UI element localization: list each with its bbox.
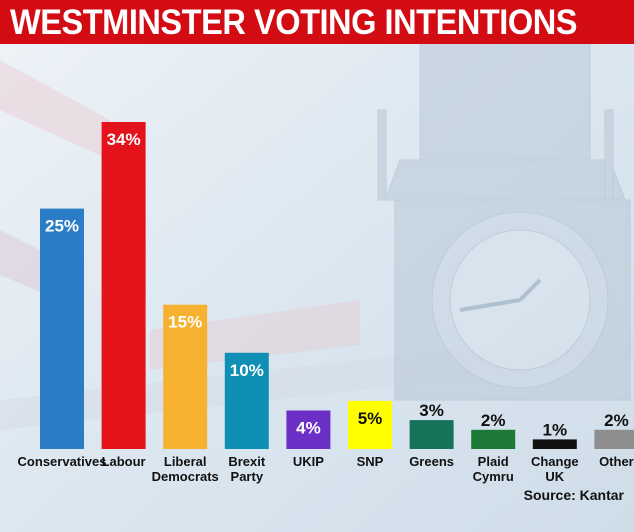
value-label: 1% [543,420,568,439]
category-label: Brexit Party [228,454,266,484]
category-label: Plaid Cymru [473,454,514,484]
bar-conservatives [40,208,84,449]
bar-snp [348,400,392,449]
clock-tower-illustration [377,39,631,401]
value-label: 4% [296,419,321,438]
bar-labour [101,122,146,449]
value-label: 2% [481,411,506,430]
bar-ukip [286,410,331,449]
category-label: SNP [357,454,384,469]
value-label: 5% [358,409,383,428]
title-bar: WESTMINSTER VOTING INTENTIONS [0,0,634,44]
bar-change-uk [532,439,577,449]
bar-greens [409,420,454,449]
category-label: Conservatives [18,454,107,469]
bar-plaid-cymru [471,429,516,449]
value-label: 15% [168,313,202,332]
bar-liberal-democrats [163,304,208,449]
category-label: Other [599,454,634,469]
chart-title: WESTMINSTER VOTING INTENTIONS [10,3,578,42]
value-label: 34% [107,130,141,149]
category-label: Liberal Democrats [152,454,219,484]
value-label: 10% [230,361,264,380]
source-note: Source: Kantar [523,487,624,503]
bar-brexit-party [224,352,269,449]
category-label: Change UK [531,454,579,484]
bar-other [594,429,634,449]
value-label: 3% [419,401,444,420]
category-label: Greens [409,454,454,469]
value-label: 2% [604,411,629,430]
category-label: Labour [102,454,146,469]
value-label: 25% [45,217,79,236]
category-label: UKIP [293,454,324,469]
